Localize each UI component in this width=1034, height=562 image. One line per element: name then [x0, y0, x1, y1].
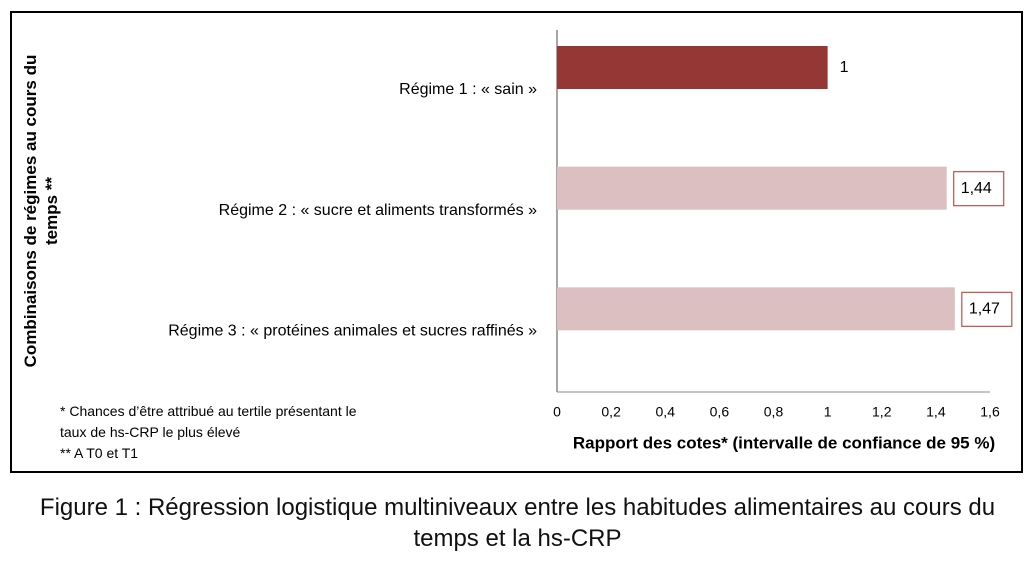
x-tick-label: 0,2 — [601, 404, 621, 420]
figure-caption: Figure 1 : Régression logistique multini… — [39, 494, 996, 552]
value-label: 1 — [840, 59, 849, 76]
value-label-box — [953, 171, 1005, 207]
footnote: ** A T0 et T1 — [60, 445, 139, 461]
y-tick-label: Régime 1 : « sain » — [399, 81, 537, 98]
x-tick-label: 0,4 — [656, 404, 676, 420]
footnote: taux de hs-CRP le plus élevé — [60, 424, 241, 440]
x-tick-label: 1,2 — [872, 404, 892, 420]
y-axis-title: Combinaisons de régimes au cours du temp… — [21, 54, 61, 368]
x-tick-label: 0,6 — [710, 404, 730, 420]
x-tick-label: 1 — [824, 404, 832, 420]
value-label-box — [961, 291, 1013, 327]
footnotes: * Chances d’être attribué au tertile pré… — [60, 401, 357, 464]
x-tick-label: 1,6 — [980, 404, 1000, 420]
bar — [557, 166, 947, 210]
x-tick-label: 0 — [553, 404, 561, 420]
x-tick-label: 0,8 — [764, 404, 784, 420]
bar — [557, 287, 955, 331]
x-axis-title: Rapport des cotes* (intervalle de confia… — [573, 433, 995, 452]
y-tick-label: Régime 2 : « sucre et aliments transform… — [219, 202, 537, 219]
bar — [557, 46, 828, 89]
value-label: 1,47 — [969, 301, 1000, 318]
y-tick-label: Régime 3 : « protéines animales et sucre… — [168, 323, 537, 340]
x-tick-label: 1,4 — [926, 404, 946, 420]
value-label: 1,44 — [961, 180, 992, 197]
footnote: * Chances d’être attribué au tertile pré… — [60, 403, 357, 419]
frame — [10, 11, 1023, 473]
